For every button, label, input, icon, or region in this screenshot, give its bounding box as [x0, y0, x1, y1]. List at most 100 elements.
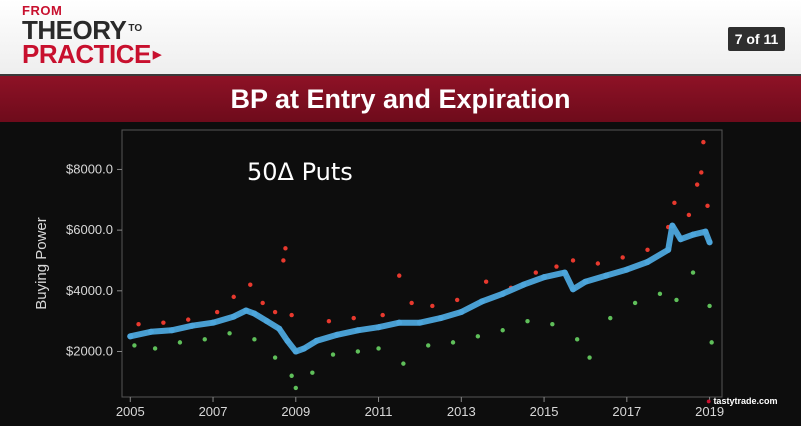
entry-point — [230, 313, 237, 320]
entry-point — [499, 290, 506, 297]
y-tick-label: $6000.0 — [66, 222, 113, 237]
expiration-high-point — [454, 297, 460, 303]
entry-point — [168, 327, 175, 334]
expiration-low-point — [330, 352, 336, 357]
entry-point — [690, 231, 697, 238]
entry-point — [396, 319, 403, 326]
entry-point — [276, 325, 283, 332]
expiration-high-point — [380, 312, 385, 318]
entry-point — [561, 269, 568, 276]
expiration-high-point — [351, 315, 356, 321]
expiration-low-point — [272, 355, 278, 360]
logo-from-text: FROM — [22, 3, 63, 18]
expiration-high-point — [231, 294, 236, 300]
expiration-low-point — [674, 297, 679, 303]
expiration-low-point — [310, 370, 315, 375]
tastytrade-logo-icon: ● — [706, 396, 712, 406]
expiration-high-point — [483, 279, 489, 284]
expiration-low-point — [608, 315, 613, 321]
entry-point — [665, 246, 672, 253]
buying-power-chart: 2005 2007 2009 2011 2013 2015 2017 2019 $2000.0 $… — [33, 129, 724, 419]
expiration-low-point — [450, 340, 456, 345]
entry-point — [677, 236, 684, 243]
chart-annotation: 50Δ Puts — [247, 158, 353, 186]
expiration-high-point — [554, 264, 559, 269]
expiration-high-point — [289, 312, 294, 318]
x-tick-label: 2005 — [116, 404, 145, 419]
y-tick-label: $2000.0 — [66, 343, 113, 358]
expiration-low-point — [707, 303, 712, 309]
entry-point — [644, 258, 651, 265]
logo-practice-text: PRACTICE — [22, 39, 151, 69]
play-arrow-icon: ▶ — [152, 49, 161, 61]
expiration-low-point — [202, 337, 207, 342]
expiration-high-point — [136, 321, 141, 327]
expiration-high-point — [283, 246, 288, 251]
entry-point — [334, 331, 341, 338]
x-tick-label: 2013 — [447, 404, 476, 419]
y-tick-label: $8000.0 — [66, 161, 113, 176]
expiration-low-point — [293, 385, 298, 391]
entry-point — [251, 310, 258, 317]
entry-point — [458, 309, 465, 316]
expiration-low-point — [690, 270, 696, 275]
logo-theory-text: THEORY — [22, 15, 127, 45]
entry-point — [263, 318, 270, 325]
y-tick-label: $4000.0 — [66, 283, 113, 298]
entry-series-line — [127, 222, 713, 355]
logo-practice-line: PRACTICE ▶ — [22, 41, 161, 67]
chart-area: 2005 2007 2009 2011 2013 2015 2017 2019 $2000.0 $… — [0, 122, 801, 426]
expiration-low-point — [709, 340, 714, 345]
expiration-low-point — [289, 373, 294, 378]
slide-header: FROM THEORY TO PRACTICE ▶ 7 of 11 — [0, 0, 801, 74]
expiration-low-point — [355, 349, 361, 354]
expiration-low-point — [574, 337, 580, 342]
title-bar: BP at Entry and Expiration — [0, 74, 801, 122]
entry-point — [301, 345, 308, 352]
expiration-high-point — [533, 270, 538, 275]
x-tick-label: 2011 — [365, 404, 393, 419]
page-indicator: 7 of 11 — [728, 27, 785, 51]
expiration-low-point — [587, 355, 592, 360]
expiration-high-point — [570, 258, 576, 263]
x-tick-label: 2015 — [530, 404, 559, 419]
expiration-high-point — [326, 318, 332, 324]
entry-point — [313, 337, 320, 344]
entry-point — [437, 315, 444, 322]
entry-point — [479, 298, 485, 305]
x-tick-label: 2009 — [281, 404, 310, 419]
expiration-low-point — [132, 343, 137, 348]
expiration-high-point — [686, 212, 692, 218]
expiration-high-point — [672, 200, 677, 206]
slide-title: BP at Entry and Expiration — [230, 84, 571, 114]
entry-point — [189, 322, 196, 329]
tastytrade-watermark: ● tastytrade.com — [706, 396, 777, 406]
entry-point — [127, 333, 134, 340]
expiration-low-point — [632, 300, 638, 306]
x-tick-label: 2007 — [199, 404, 228, 419]
entry-point — [284, 337, 291, 344]
entry-point — [582, 278, 589, 285]
expiration-low-point — [657, 291, 663, 297]
entry-point — [570, 286, 577, 293]
expiration-low-point — [500, 328, 505, 333]
expiration-low-point — [550, 321, 555, 327]
expiration-high-point — [214, 309, 220, 315]
expiration-high-point — [620, 255, 625, 260]
entry-point — [706, 239, 713, 246]
expiration-low-point — [152, 346, 158, 351]
expiration-high-point — [645, 247, 650, 253]
entry-point — [375, 324, 382, 331]
expiration-high-point — [281, 258, 286, 263]
expiration-high-point — [161, 320, 166, 325]
expiration-low-point — [475, 334, 481, 339]
entry-point — [292, 348, 299, 355]
entry-point — [541, 274, 548, 281]
expiration-low-point — [426, 343, 431, 348]
entry-point — [243, 307, 250, 314]
entry-point — [623, 266, 630, 273]
expiration-high-point — [186, 317, 191, 322]
expiration-low-point — [227, 331, 232, 336]
expiration-high-point — [694, 182, 700, 187]
y-axis-label: Buying Power — [33, 217, 50, 310]
